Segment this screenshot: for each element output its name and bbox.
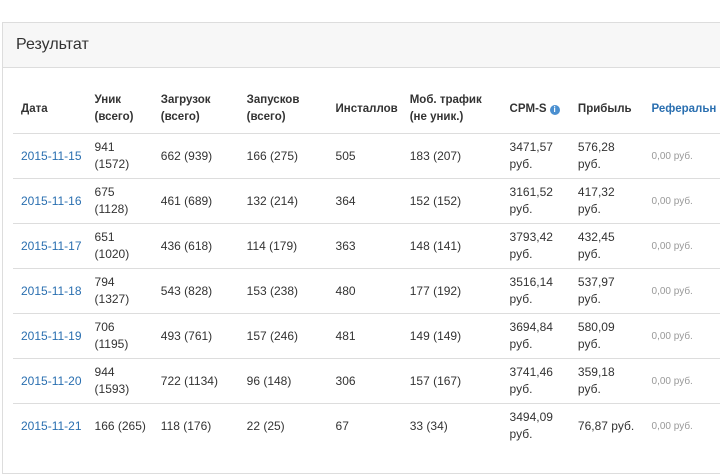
- table-cell: 3471,57 руб.: [501, 133, 570, 179]
- date-cell[interactable]: 2015-11-19: [13, 313, 87, 359]
- column-header: Загрузок (всего): [153, 85, 239, 134]
- table-cell: 177 (192): [401, 268, 502, 314]
- table-cell: 0,00 руб.: [643, 133, 720, 179]
- table-row: 2015-11-20 944 (1593) 722 (1134) 96 (148) 30…: [13, 358, 720, 404]
- column-header: CPM-S i: [502, 85, 570, 134]
- table-cell: 152 (152): [401, 178, 502, 224]
- table-row: 2015-11-21 166 (265) 118 (176) 22 (25) 67 33 …: [13, 403, 720, 448]
- table-cell: 0,00 руб.: [643, 313, 720, 359]
- table-cell: 794 (1327): [86, 268, 153, 314]
- table-cell: 157 (167): [401, 358, 502, 404]
- header-text: Моб. трафик (не уник.): [409, 94, 482, 123]
- table-cell: 166 (265): [86, 403, 153, 448]
- column-header: Уник (всего): [87, 85, 153, 134]
- stats-table: Дата Уник (всего) Загрузок (всего) Запусков…: [13, 85, 720, 448]
- table-cell: 706 (1195): [86, 313, 153, 359]
- table-cell: 33 (34): [401, 403, 502, 448]
- table-cell: 148 (141): [401, 223, 502, 269]
- header-text: Прибыль: [577, 102, 632, 115]
- table-cell: 432,45 руб.: [569, 223, 644, 269]
- table-cell: 364: [327, 178, 402, 224]
- table-cell: 576,28 руб.: [569, 133, 644, 179]
- date-cell[interactable]: 2015-11-16: [13, 178, 87, 224]
- table-cell: 537,97 руб.: [569, 268, 644, 314]
- table-row: 2015-11-18 794 (1327) 543 (828) 153 (238) 48…: [13, 268, 720, 314]
- date-cell[interactable]: 2015-11-20: [13, 358, 87, 404]
- header-text: Запусков (всего): [246, 94, 300, 123]
- table-cell: 149 (149): [401, 313, 502, 359]
- header-text: Уник (всего): [94, 94, 134, 123]
- table-cell: 363: [327, 223, 402, 269]
- table-cell: 662 (939): [152, 133, 239, 179]
- date-cell[interactable]: 2015-11-21: [13, 403, 87, 448]
- table-cell: 3694,84 руб.: [501, 313, 570, 359]
- table-cell: 493 (761): [152, 313, 239, 359]
- table-cell: 0,00 руб.: [643, 178, 720, 224]
- table-cell: 0,00 руб.: [643, 358, 720, 404]
- column-header: Реферальн: [644, 85, 720, 134]
- table-cell: 306: [327, 358, 402, 404]
- column-header: Прибыль: [570, 85, 644, 134]
- column-header: Инсталлов: [328, 85, 402, 134]
- table-cell: 3161,52 руб.: [501, 178, 570, 224]
- table-cell: 481: [327, 313, 402, 359]
- table-cell: 580,09 руб.: [569, 313, 644, 359]
- table-cell: 166 (275): [238, 133, 328, 179]
- table-cell: 3741,46 руб.: [501, 358, 570, 404]
- header-text: Дата: [21, 102, 48, 115]
- date-cell[interactable]: 2015-11-15: [13, 133, 87, 179]
- table-cell: 651 (1020): [86, 223, 153, 269]
- table-cell: 3516,14 руб.: [501, 268, 570, 314]
- table-cell: 505: [327, 133, 402, 179]
- table-cell: 183 (207): [401, 133, 502, 179]
- table-cell: 114 (179): [238, 223, 328, 269]
- table-cell: 675 (1128): [86, 178, 153, 224]
- table-cell: 96 (148): [238, 358, 328, 404]
- table-cell: 543 (828): [152, 268, 239, 314]
- table-cell: 3793,42 руб.: [501, 223, 570, 269]
- table-cell: 461 (689): [152, 178, 239, 224]
- header-text: CPM-S: [509, 102, 547, 115]
- table-cell: 153 (238): [238, 268, 328, 314]
- table-cell: 0,00 руб.: [643, 403, 720, 448]
- table-body: 2015-11-15 941 (1572) 662 (939) 166 (275) 50…: [13, 133, 720, 448]
- column-header: Дата: [13, 85, 87, 134]
- table-cell: 132 (214): [238, 178, 328, 224]
- panel-title: Результат: [3, 23, 720, 68]
- column-header: Моб. трафик (не уник.): [402, 85, 502, 134]
- result-panel: Результат Дата Уник (всего) Загрузок (всег…: [2, 22, 720, 474]
- table-cell: 67: [327, 403, 402, 448]
- table-row: 2015-11-15 941 (1572) 662 (939) 166 (275) 50…: [13, 133, 720, 179]
- table-cell: 0,00 руб.: [643, 223, 720, 269]
- table-row: 2015-11-19 706 (1195) 493 (761) 157 (246) 48…: [13, 313, 720, 359]
- table-row: 2015-11-17 651 (1020) 436 (618) 114 (179) 36…: [13, 223, 720, 269]
- table-cell: 944 (1593): [86, 358, 153, 404]
- table-row: 2015-11-16 675 (1128) 461 (689) 132 (214) 36…: [13, 178, 720, 224]
- table-cell: 22 (25): [238, 403, 328, 448]
- table-cell: 480: [327, 268, 402, 314]
- column-header: Запусков (всего): [239, 85, 328, 134]
- date-cell[interactable]: 2015-11-18: [13, 268, 87, 314]
- table-cell: 941 (1572): [86, 133, 153, 179]
- header-row: Дата Уник (всего) Загрузок (всего) Запусков…: [13, 85, 720, 134]
- date-cell[interactable]: 2015-11-17: [13, 223, 87, 269]
- info-icon: i: [549, 104, 560, 115]
- header-text: Реферальн: [651, 102, 717, 115]
- table-cell: 359,18 руб.: [569, 358, 644, 404]
- page: Результат Дата Уник (всего) Загрузок (всег…: [2, 22, 720, 474]
- table-cell: 118 (176): [152, 403, 239, 448]
- header-text: Загрузок (всего): [160, 94, 211, 123]
- table-cell: 436 (618): [152, 223, 239, 269]
- table-cell: 76,87 руб.: [569, 403, 644, 448]
- table-cell: 722 (1134): [152, 358, 239, 404]
- header-text: Инсталлов: [335, 102, 398, 115]
- table-cell: 417,32 руб.: [569, 178, 644, 224]
- table-cell: 157 (246): [238, 313, 328, 359]
- table-cell: 0,00 руб.: [643, 268, 720, 314]
- table-cell: 3494,09 руб.: [501, 403, 570, 448]
